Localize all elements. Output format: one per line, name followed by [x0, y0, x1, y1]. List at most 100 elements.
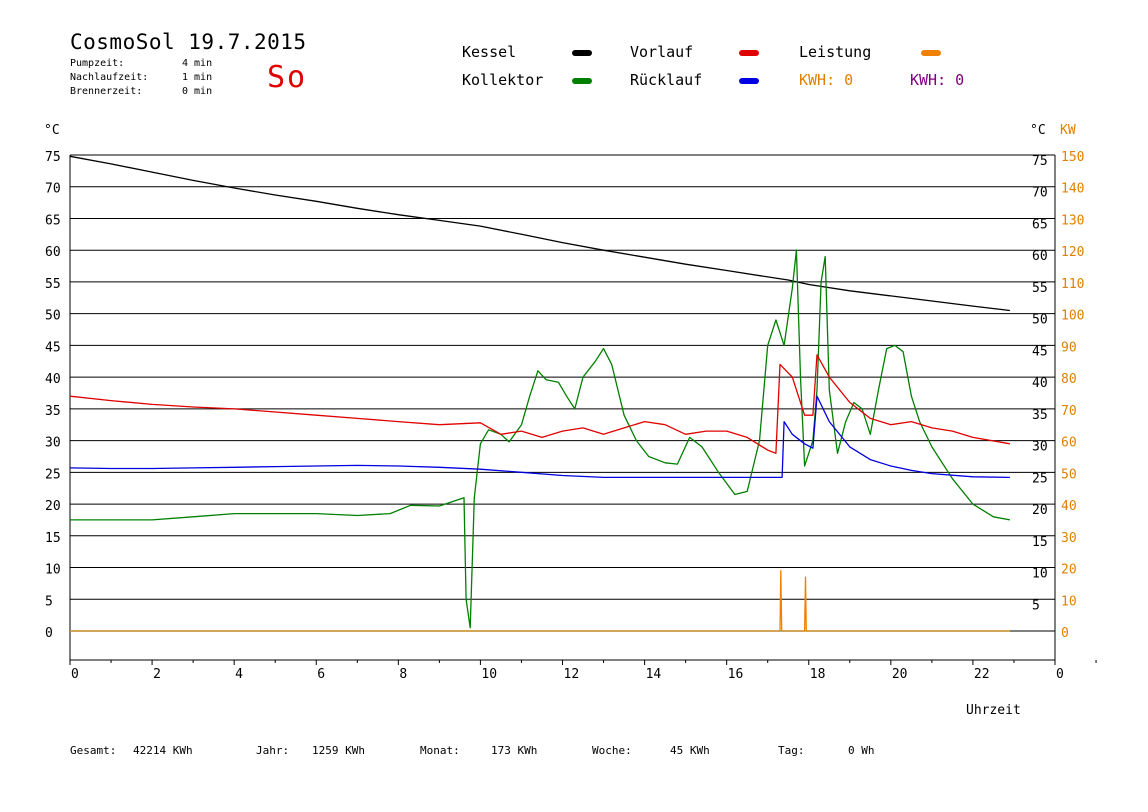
weekday-label: So	[267, 60, 308, 95]
y2-axis-unit: KW	[1060, 123, 1076, 138]
y-tick-left: 40	[45, 372, 61, 387]
y-tick-right: 70	[1032, 186, 1048, 201]
y-tick-left: 30	[45, 436, 61, 451]
y-tick-right: 65	[1032, 217, 1048, 232]
y-tick-right: 35	[1032, 408, 1048, 423]
y-tick-right: 60	[1032, 249, 1048, 264]
y2-tick: 30	[1061, 531, 1077, 546]
y2-tick: 70	[1061, 404, 1077, 419]
y2-tick: 80	[1061, 372, 1077, 387]
series-line-kollektor	[70, 249, 1011, 629]
y-tick-left: 0	[45, 626, 53, 641]
footer-jahr-label: Jahr:	[256, 744, 290, 757]
kwh-label-purple: KWH: 0	[910, 71, 965, 89]
y-tick-right: 15	[1032, 535, 1048, 550]
y-tick-right: 5	[1032, 598, 1040, 613]
footer-monat-value: 173 KWh	[491, 744, 538, 757]
legend-vorlauf-label: Vorlauf	[630, 43, 694, 61]
legend-vorlauf-swatch	[739, 50, 759, 56]
footer-jahr-value: 1259 KWh	[312, 744, 365, 757]
legend-leistung-swatch	[921, 50, 941, 56]
x-tick-label: 8	[399, 667, 407, 682]
y-tick-right: 45	[1032, 344, 1048, 359]
footer-gesamt-label: Gesamt:	[70, 744, 117, 757]
y2-tick: 20	[1061, 563, 1077, 578]
footer-monat-label: Monat:	[420, 744, 460, 757]
x-tick-label: 16	[728, 667, 744, 682]
legend-kessel-label: Kessel	[462, 43, 517, 61]
y-tick-left: 70	[45, 182, 61, 197]
stat-brennerzeit-value: 0 min	[182, 86, 213, 97]
tick-labels: 0510152025303540455055606570755101520253…	[45, 150, 1084, 682]
kwh-label-orange: KWH: 0	[799, 71, 854, 89]
y-tick-right: 20	[1032, 503, 1048, 518]
y-tick-left: 45	[45, 340, 61, 355]
y2-tick: 150	[1061, 150, 1084, 165]
axes	[69, 155, 1097, 665]
stat-brennerzeit-label: Brennerzeit:	[70, 86, 143, 97]
legend-leistung-label: Leistung	[799, 43, 872, 61]
y2-tick: 100	[1061, 309, 1084, 324]
y-axis-unit-left: °C	[44, 123, 60, 138]
y-tick-right: 10	[1032, 567, 1048, 582]
x-tick-label: 18	[810, 667, 826, 682]
y2-tick: 120	[1061, 245, 1084, 260]
y-tick-left: 55	[45, 277, 61, 292]
chart-title: CosmoSol 19.7.2015	[70, 30, 307, 54]
series-lines	[69, 155, 1011, 632]
legend-ruecklauf-swatch	[739, 78, 759, 84]
stat-pumpzeit-value: 4 min	[182, 58, 213, 69]
legend-kollektor-swatch	[572, 78, 592, 84]
y-tick-left: 15	[45, 531, 61, 546]
y-tick-left: 35	[45, 404, 61, 419]
y-tick-left: 20	[45, 499, 61, 514]
stat-pumpzeit-label: Pumpzeit:	[70, 58, 125, 69]
y2-tick: 90	[1061, 340, 1077, 355]
y-tick-left: 60	[45, 245, 61, 260]
y-tick-right: 30	[1032, 440, 1048, 455]
legend-kessel-swatch	[572, 50, 592, 56]
y-tick-right: 75	[1032, 154, 1048, 169]
x-tick-label: 0	[71, 667, 79, 682]
footer-tag-value: 0 Wh	[848, 744, 875, 757]
grid-lines	[70, 154, 1055, 600]
x-tick-label: 10	[481, 667, 497, 682]
y-tick-left: 65	[45, 213, 61, 228]
y2-tick: 0	[1061, 626, 1069, 641]
x-tick-label: 14	[646, 667, 662, 682]
y-tick-left: 10	[45, 563, 61, 578]
y-tick-left: 75	[45, 150, 61, 165]
series-line-kessel	[69, 155, 1010, 312]
legend-kollektor-label: Kollektor	[462, 71, 544, 89]
x-tick-label: 12	[564, 667, 580, 682]
y-tick-right: 25	[1032, 471, 1048, 486]
y-tick-right: 40	[1032, 376, 1048, 391]
series-line-leistung	[70, 570, 1010, 632]
series-line-vorlauf	[69, 354, 1011, 454]
y2-tick: 10	[1061, 594, 1077, 609]
footer-tag-label: Tag:	[778, 744, 805, 757]
y2-tick: 50	[1061, 467, 1077, 482]
stat-nachlaufzeit-label: Nachlaufzeit:	[70, 72, 149, 83]
y-tick-left: 5	[45, 594, 53, 609]
footer-gesamt-value: 42214 KWh	[133, 744, 193, 757]
y-tick-left: 50	[45, 309, 61, 324]
x-axis-label: Uhrzeit	[966, 703, 1021, 718]
x-tick-label: 20	[892, 667, 908, 682]
y2-tick: 110	[1061, 277, 1084, 292]
y2-tick: 40	[1061, 499, 1077, 514]
x-tick-label: 4	[235, 667, 243, 682]
y-tick-right: 50	[1032, 313, 1048, 328]
y-tick-left: 25	[45, 467, 61, 482]
y2-tick: 130	[1061, 213, 1084, 228]
series-line-rcklauf	[69, 395, 1010, 479]
y2-tick: 60	[1061, 436, 1077, 451]
footer-woche-label: Woche:	[592, 744, 632, 757]
x-tick-label: 6	[317, 667, 325, 682]
x-tick-label: 22	[974, 667, 990, 682]
footer-woche-value: 45 KWh	[670, 744, 710, 757]
x-tick-label: 0	[1056, 667, 1064, 682]
y-tick-right: 55	[1032, 281, 1048, 296]
y2-tick: 140	[1061, 182, 1084, 197]
